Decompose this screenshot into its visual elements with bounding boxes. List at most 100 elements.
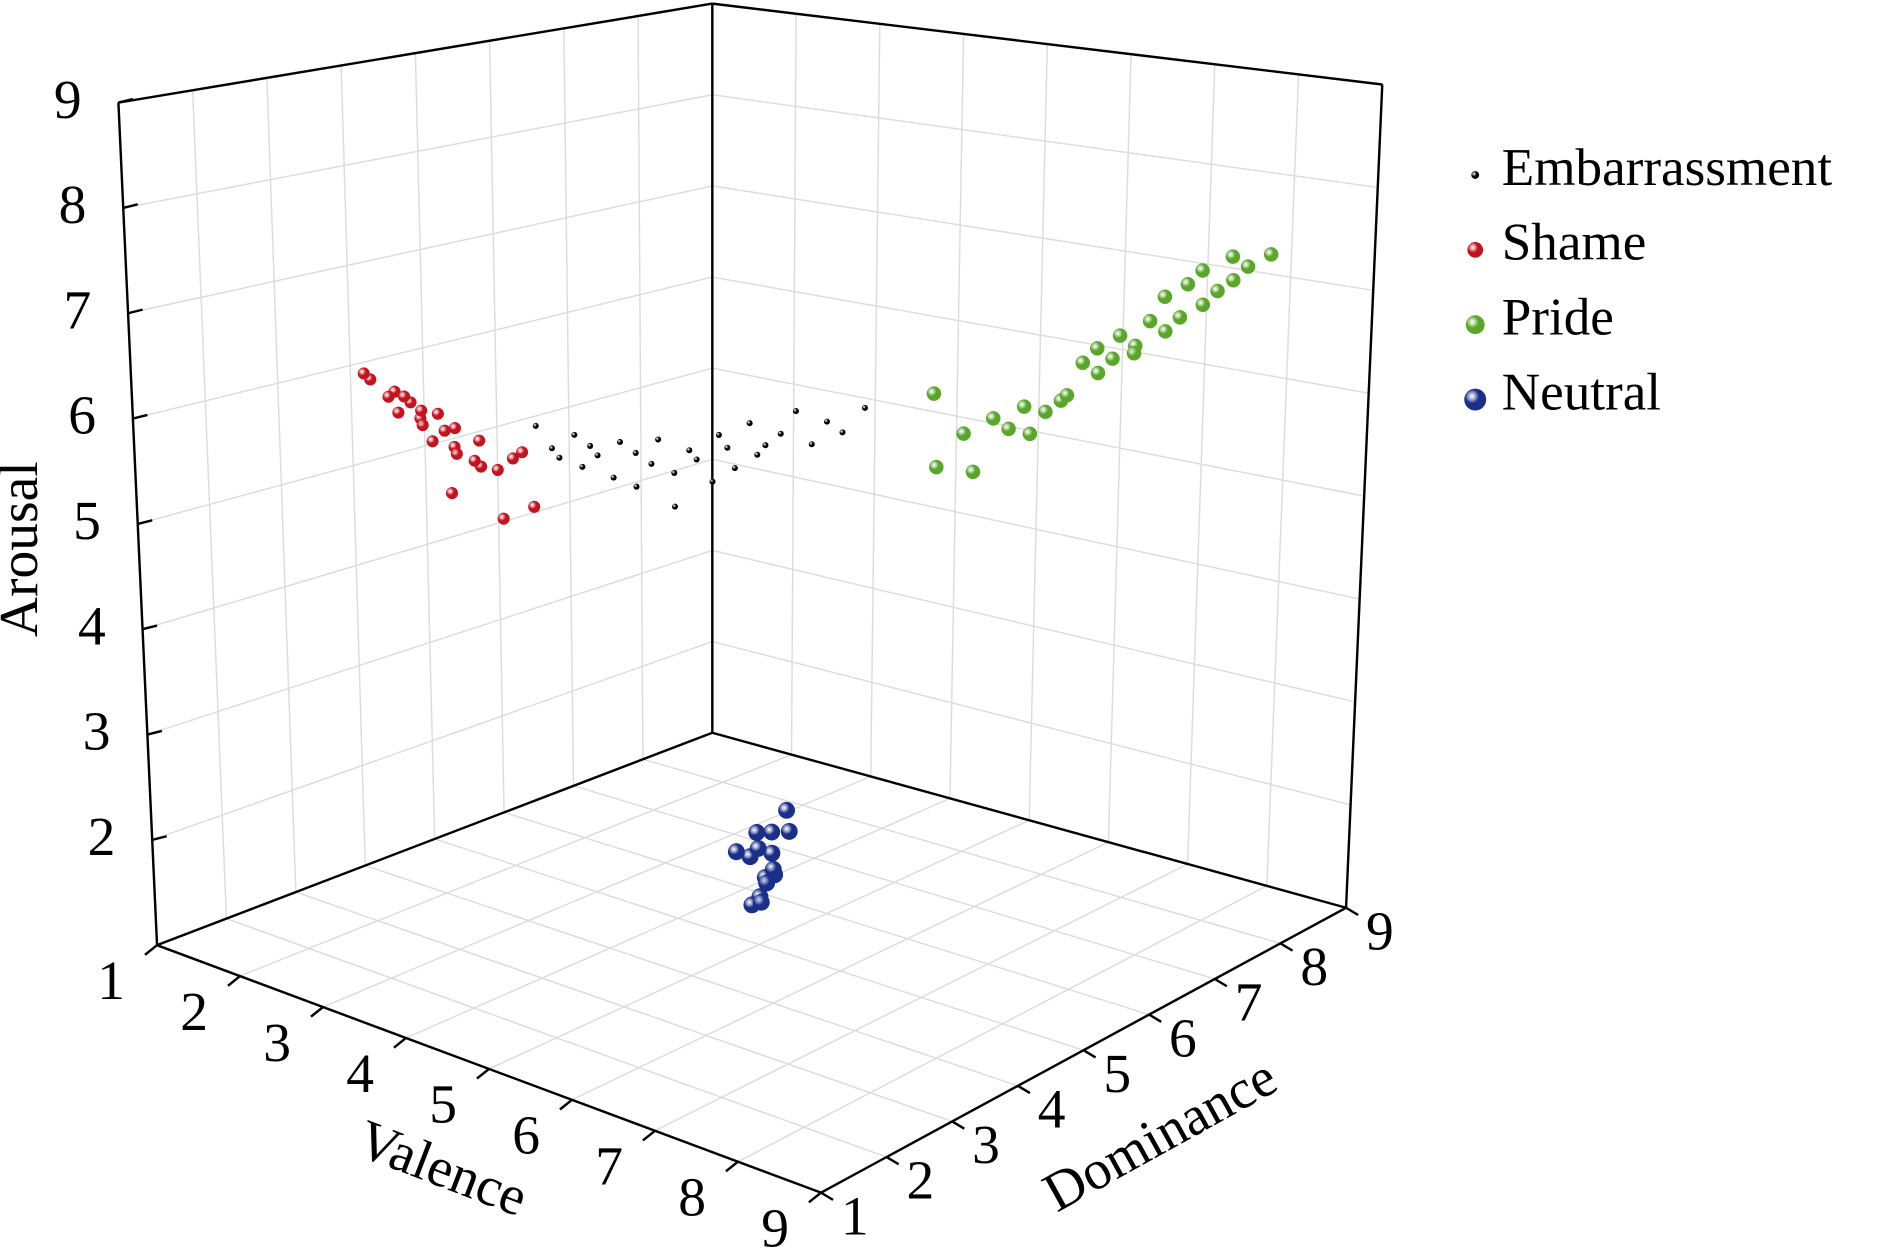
legend-label: Pride (1502, 288, 1614, 346)
data-point (571, 431, 578, 438)
plot-area (357, 247, 1279, 914)
grid-line (503, 811, 1150, 1016)
data-point (579, 463, 586, 470)
y-tick (951, 1120, 965, 1130)
z-tick (118, 97, 134, 104)
data-point (693, 456, 700, 463)
x-tick (808, 1191, 822, 1204)
data-point (450, 447, 463, 460)
data-point (956, 426, 971, 441)
data-point (497, 512, 510, 525)
data-point (655, 436, 662, 443)
data-point (823, 418, 830, 425)
x-tick-label: 4 (346, 1044, 374, 1105)
z-tick (137, 519, 153, 526)
data-point (1090, 365, 1106, 381)
data-point (426, 435, 439, 448)
data-point (965, 464, 981, 480)
y-tick (1082, 1049, 1097, 1059)
data-point (1059, 388, 1075, 403)
y-tick (885, 1155, 900, 1166)
box-edge (156, 731, 713, 947)
grid (117, 2, 1383, 1194)
data-point (506, 452, 519, 465)
y-tick (1017, 1084, 1031, 1095)
grid-line (712, 276, 1369, 394)
grid-line (147, 549, 713, 736)
data-point (532, 422, 539, 429)
data-point (715, 431, 722, 438)
grid-line (712, 185, 1374, 292)
data-point (709, 478, 716, 485)
box-edge (1344, 84, 1384, 908)
grid-line (132, 276, 713, 420)
legend-label: Shame (1502, 214, 1647, 272)
z-axis-title: Arousal (0, 461, 50, 637)
grid-line (226, 917, 887, 1158)
data-point (415, 404, 428, 417)
y-tick (1345, 906, 1359, 917)
data-point (727, 843, 745, 861)
data-point (357, 367, 370, 380)
grid-line (712, 640, 1351, 806)
data-point (1225, 249, 1241, 264)
data-point (445, 487, 459, 500)
y-tick-label: 8 (1300, 937, 1328, 998)
axes-box (117, 2, 1384, 1194)
data-point (1126, 346, 1142, 361)
data-point (1226, 273, 1241, 288)
data-point (1075, 355, 1091, 370)
data-point (556, 454, 563, 461)
grid-line (123, 94, 713, 209)
grid-line (642, 758, 1281, 945)
z-tick (142, 624, 158, 631)
grid-line (712, 458, 1360, 600)
data-point (633, 483, 640, 490)
x-tick (642, 1129, 656, 1142)
grid-line (142, 458, 713, 630)
z-tick (122, 203, 139, 210)
data-point (1263, 247, 1279, 262)
z-tick (127, 308, 143, 315)
data-point (926, 386, 942, 401)
grid-line (712, 94, 1378, 189)
data-point (748, 824, 766, 841)
x-tick (144, 944, 158, 956)
z-tick-label: 9 (54, 70, 82, 131)
x-tick-label: 1 (97, 951, 125, 1012)
y-tick-label: 9 (1366, 901, 1394, 962)
data-point (1195, 263, 1210, 278)
data-point (777, 430, 784, 437)
data-point (764, 860, 782, 878)
box-edge (820, 906, 1347, 1194)
x-tick-label: 8 (678, 1167, 706, 1228)
data-point (632, 449, 639, 456)
data-point (1090, 341, 1105, 356)
data-point (763, 844, 781, 862)
data-point (416, 419, 429, 432)
legend-marker (1471, 171, 1480, 179)
data-point (752, 893, 770, 911)
x-tick-label: 5 (429, 1075, 457, 1136)
data-point (448, 422, 461, 435)
x-tick (310, 1006, 324, 1018)
data-point (398, 390, 411, 403)
data-point (1001, 421, 1016, 437)
data-point (594, 452, 601, 459)
grid-line (712, 549, 1356, 703)
data-point (861, 404, 868, 411)
data-point (671, 503, 678, 510)
data-point (1022, 426, 1038, 442)
data-point (528, 500, 541, 513)
legend-label: Embarrassment (1502, 139, 1833, 197)
z-tick-label: 7 (63, 280, 91, 341)
data-point (1016, 399, 1032, 414)
x-tick-label: 3 (263, 1013, 291, 1074)
data-point (808, 441, 815, 448)
data-point (762, 442, 769, 449)
data-point (1180, 276, 1196, 292)
data-point (1157, 289, 1173, 304)
data-point (839, 429, 846, 436)
